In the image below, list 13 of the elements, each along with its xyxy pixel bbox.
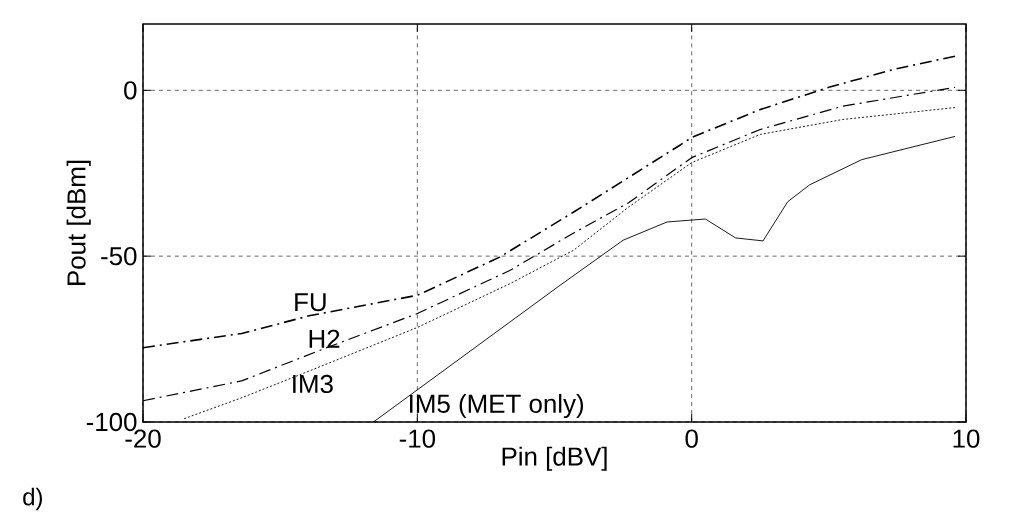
y-tick-label: 0 [124,81,137,100]
x-tick-label: 0 [685,429,698,448]
x-axis-title: Pin [dBV] [502,446,607,471]
series-label: FU [295,293,326,312]
x-tick-label: -10 [399,429,436,448]
y-tick-label: -50 [101,246,137,266]
series-label: IM3 [293,374,333,394]
text: d) [23,487,42,511]
series-label: IM5 (MET only) [410,393,584,419]
y-axis-title: Pout [dBm] [66,160,91,285]
line-series [183,107,956,420]
series-label: H2 [309,329,340,348]
x-tick-label: 10 [953,429,980,448]
